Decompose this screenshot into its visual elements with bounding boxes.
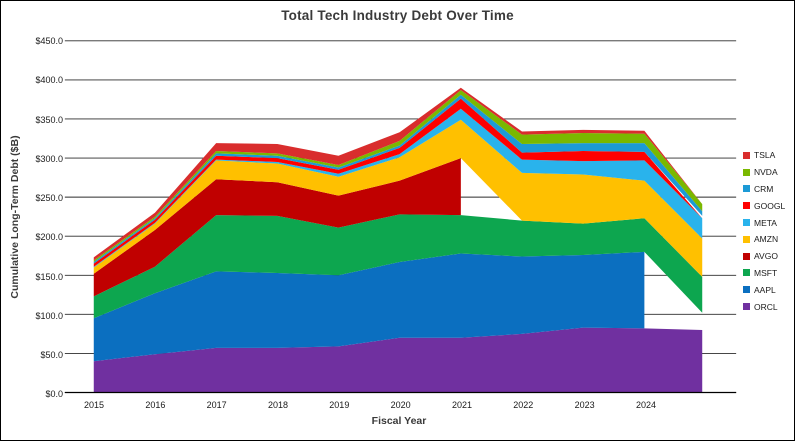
x-tick-label-2019: 2019 bbox=[329, 400, 350, 410]
x-tick-label-2024: 2024 bbox=[635, 400, 656, 410]
x-tick-label-2016: 2016 bbox=[145, 400, 166, 410]
chart-title: Total Tech Industry Debt Over Time bbox=[281, 8, 514, 23]
area-series-avgo[interactable] bbox=[93, 158, 461, 297]
legend-item-nvda[interactable]: NVDA bbox=[743, 164, 785, 181]
legend-label-orcl: ORCL bbox=[754, 301, 778, 312]
x-tick-label-2020: 2020 bbox=[390, 400, 411, 410]
legend-label-amzn: AMZN bbox=[754, 234, 779, 245]
legend-swatch-amzn bbox=[743, 235, 750, 243]
x-tick-label-2021: 2021 bbox=[451, 400, 472, 410]
legend-swatch-msft bbox=[743, 269, 750, 277]
y-tick-label-250: $250.0 bbox=[35, 193, 63, 204]
y-tick-label-0: $0.0 bbox=[45, 389, 63, 400]
legend-swatch-googl bbox=[743, 202, 750, 210]
legend-label-crm: CRM bbox=[754, 183, 774, 194]
legend-swatch-avgo bbox=[743, 252, 750, 260]
area-series-msft[interactable] bbox=[93, 214, 703, 319]
legend-item-crm[interactable]: CRM bbox=[743, 181, 785, 198]
legend-label-aapl: AAPL bbox=[754, 284, 776, 295]
x-tick-label-2022: 2022 bbox=[513, 400, 534, 410]
legend-swatch-meta bbox=[743, 219, 750, 227]
legend-item-amzn[interactable]: AMZN bbox=[743, 231, 785, 248]
legend-swatch-nvda bbox=[743, 168, 750, 176]
legend-item-msft[interactable]: MSFT bbox=[743, 265, 785, 282]
legend-swatch-aapl bbox=[743, 286, 750, 294]
x-tick-label-2017: 2017 bbox=[206, 400, 227, 410]
y-tick-label-50: $50.0 bbox=[40, 350, 63, 361]
y-tick-label-150: $150.0 bbox=[35, 271, 63, 282]
y-tick-label-450: $450.0 bbox=[35, 36, 63, 46]
x-tick-label-2023: 2023 bbox=[574, 400, 595, 410]
area-series-tsla[interactable] bbox=[93, 87, 703, 261]
x-tick-label-2015: 2015 bbox=[83, 400, 105, 410]
legend-label-avgo: AVGO bbox=[754, 251, 778, 262]
legend-item-meta[interactable]: META bbox=[743, 214, 785, 231]
legend-swatch-crm bbox=[743, 185, 750, 193]
area-series-amzn[interactable] bbox=[93, 119, 703, 277]
legend-swatch-tsla bbox=[743, 151, 750, 159]
legend-label-tsla: TSLA bbox=[754, 150, 776, 161]
legend: TSLA NVDA CRM GOOGL META AMZN AVGO MSFT AAPL ORCL bbox=[743, 147, 785, 315]
legend-label-meta: META bbox=[754, 217, 777, 228]
legend-item-avgo[interactable]: AVGO bbox=[743, 248, 785, 265]
y-tick-label-100: $100.0 bbox=[35, 310, 63, 321]
legend-label-googl: GOOGL bbox=[754, 200, 786, 211]
legend-item-googl[interactable]: GOOGL bbox=[743, 197, 785, 214]
legend-item-aapl[interactable]: AAPL bbox=[743, 281, 785, 298]
legend-label-nvda: NVDA bbox=[754, 167, 778, 178]
legend-item-orcl[interactable]: ORCL bbox=[743, 298, 785, 315]
legend-swatch-orcl bbox=[743, 303, 750, 311]
legend-item-tsla[interactable]: TSLA bbox=[743, 147, 785, 164]
y-tick-label-350: $350.0 bbox=[35, 114, 63, 125]
legend-label-msft: MSFT bbox=[754, 267, 778, 278]
x-axis-title: Fiscal Year bbox=[371, 415, 427, 427]
y-tick-label-300: $300.0 bbox=[35, 153, 63, 164]
y-tick-label-400: $400.0 bbox=[35, 75, 63, 86]
area-series-orcl[interactable] bbox=[93, 327, 703, 393]
area-series-aapl[interactable] bbox=[93, 251, 645, 362]
x-tick-label-2018: 2018 bbox=[267, 400, 288, 410]
y-tick-label-200: $200.0 bbox=[35, 232, 63, 243]
